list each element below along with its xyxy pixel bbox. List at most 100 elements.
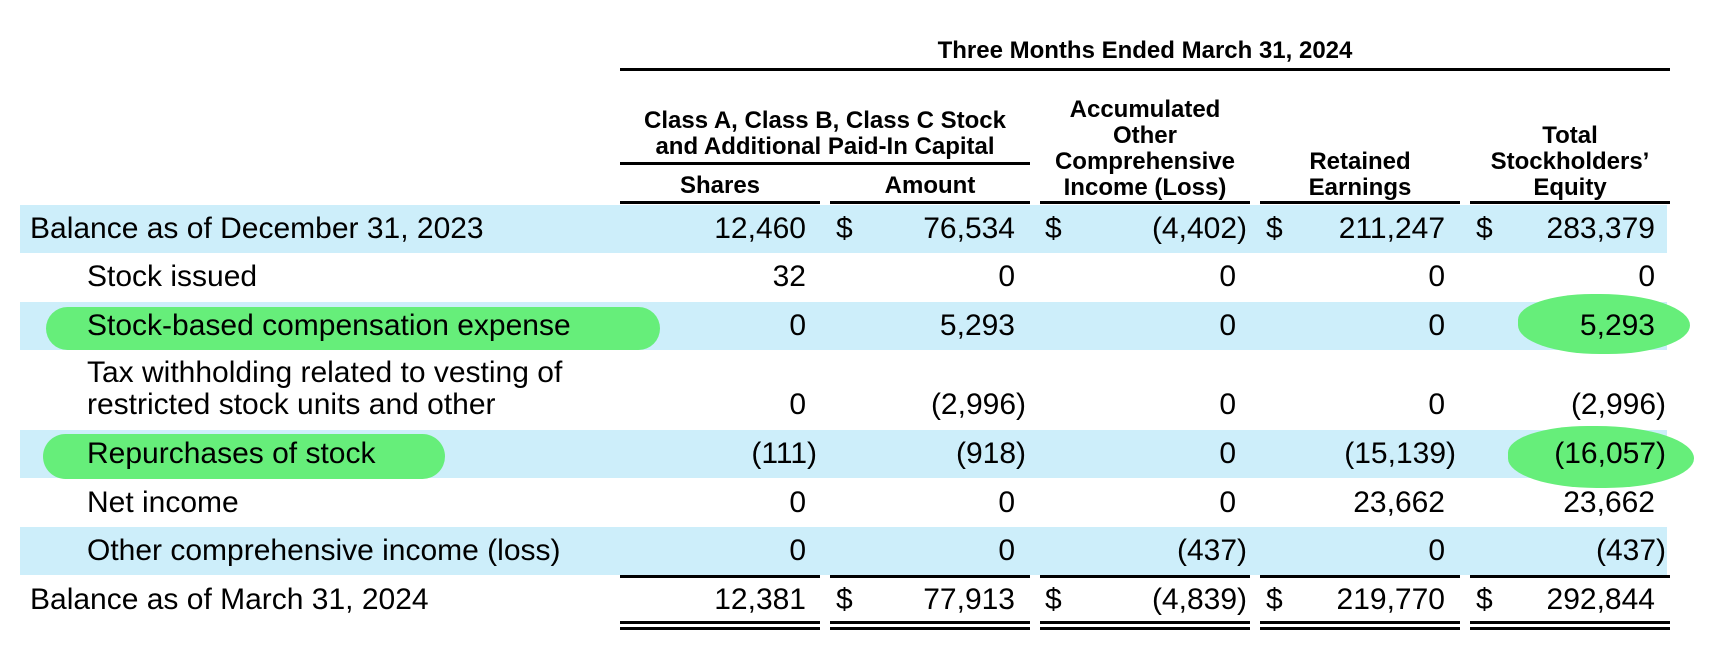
cell-aoci: (4,402): [1151, 212, 1247, 245]
cell-total: 0: [1638, 260, 1655, 293]
group-title-line2: and Additional Paid-In Capital: [655, 133, 995, 160]
row-label: Balance as of December 31, 2023: [30, 212, 484, 245]
cell-amount: 0: [998, 486, 1015, 519]
cell-total: 23,662: [1563, 486, 1655, 519]
cell-aoci: 0: [1219, 309, 1236, 342]
currency-symbol: $: [1476, 583, 1493, 616]
cell-aoci: (437): [1176, 534, 1247, 567]
col-rule-retained: [1260, 201, 1460, 204]
group-title: Class A, Class B, Class C Stock and Addi…: [620, 108, 1030, 160]
cell-shares: 0: [789, 486, 806, 519]
cell-aoci: (4,839): [1151, 583, 1247, 616]
row-label: Balance as of March 31, 2024: [30, 583, 429, 616]
currency-symbol: $: [836, 583, 853, 616]
cell-aoci: 0: [1219, 388, 1236, 421]
cell-aoci: 0: [1219, 260, 1236, 293]
cell-total: (437): [1595, 534, 1666, 567]
cell-shares: 0: [789, 388, 806, 421]
cell-amount: 5,293: [939, 309, 1015, 342]
cell-shares: (111): [751, 437, 817, 470]
cell-amount: 77,913: [923, 583, 1015, 616]
period-title: Three Months Ended March 31, 2024: [937, 37, 1353, 64]
row-label: Net income: [87, 486, 239, 519]
cell-amount: 76,534: [923, 212, 1015, 245]
currency-symbol: $: [1045, 212, 1062, 245]
col-header-retained-line2: Earnings: [1308, 174, 1412, 201]
subtotal-rule-retained: [1260, 575, 1460, 578]
col-rule-shares: [620, 201, 820, 204]
col-header-aoci: Accumulated Other Comprehensive Income (…: [1040, 97, 1250, 201]
row-label-line1: Tax withholding related to vesting of: [87, 356, 563, 389]
highlight-stock-based-comp-total: [1518, 294, 1690, 354]
row-shade-6: [20, 527, 1667, 575]
col-rule-aoci: [1040, 201, 1250, 204]
col-header-total: Total Stockholders’ Equity: [1470, 123, 1670, 201]
col-rule-amount: [830, 201, 1030, 204]
cell-retained: 23,662: [1353, 486, 1445, 519]
double-rule-top-retained: [1260, 621, 1460, 624]
cell-amount: (2,996): [930, 388, 1026, 421]
row-label: Stock-based compensation expense: [87, 309, 571, 342]
subtotal-rule-aoci: [1040, 575, 1250, 578]
cell-total: 292,844: [1546, 583, 1655, 616]
cell-retained: 211,247: [1338, 212, 1445, 245]
col-header-shares: Shares: [679, 172, 761, 199]
cell-total: (2,996): [1570, 388, 1666, 421]
cell-aoci: 0: [1219, 437, 1236, 470]
subtotal-rule-shares: [620, 575, 820, 578]
col-header-aoci-line4: Income (Loss): [1063, 174, 1227, 201]
cell-total: (16,057): [1554, 437, 1666, 470]
cell-retained: 0: [1428, 388, 1445, 421]
group-title-rule: [620, 162, 1030, 165]
currency-symbol: $: [1266, 212, 1283, 245]
double-rule-bottom-total: [1470, 627, 1670, 630]
cell-retained: 0: [1428, 309, 1445, 342]
col-header-total-line3: Equity: [1533, 174, 1607, 201]
col-header-total-line2: Stockholders’: [1490, 148, 1650, 175]
currency-symbol: $: [836, 212, 853, 245]
currency-symbol: $: [1045, 583, 1062, 616]
cell-shares: 12,381: [714, 583, 806, 616]
cell-amount: 0: [998, 260, 1015, 293]
row-shade-0: [20, 205, 1667, 253]
col-header-aoci-line3: Comprehensive: [1054, 148, 1236, 175]
col-header-retained: Retained Earnings: [1260, 149, 1460, 201]
cell-retained: 219,770: [1336, 583, 1445, 616]
col-header-aoci-line1: Accumulated: [1069, 96, 1221, 123]
cell-total: 5,293: [1579, 309, 1655, 342]
double-rule-top-shares: [620, 621, 820, 624]
cell-retained: 0: [1428, 260, 1445, 293]
double-rule-top-aoci: [1040, 621, 1250, 624]
currency-symbol: $: [1476, 212, 1493, 245]
highlight-repurchases-total: [1508, 426, 1694, 488]
cell-retained: 0: [1428, 534, 1445, 567]
row-label: Repurchases of stock: [87, 437, 376, 470]
cell-shares: 0: [789, 534, 806, 567]
col-header-aoci-line2: Other: [1112, 122, 1177, 149]
cell-total: 283,379: [1546, 212, 1655, 245]
group-title-line1: Class A, Class B, Class C Stock: [644, 107, 1006, 134]
double-rule-bottom-aoci: [1040, 627, 1250, 630]
highlight-stock-based-comp-label: [46, 307, 660, 350]
highlight-repurchases-label: [43, 434, 445, 479]
subtotal-rule-total: [1470, 575, 1670, 578]
double-rule-top-total: [1470, 621, 1670, 624]
cell-amount: (918): [955, 437, 1026, 470]
col-rule-total: [1470, 201, 1670, 204]
double-rule-bottom-retained: [1260, 627, 1460, 630]
cell-shares: 0: [789, 309, 806, 342]
cell-aoci: 0: [1219, 486, 1236, 519]
row-label: Other comprehensive income (loss): [87, 534, 561, 567]
cell-shares: 12,460: [714, 212, 806, 245]
row-label-line2: restricted stock units and other: [87, 388, 496, 421]
col-header-amount: Amount: [884, 172, 976, 199]
double-rule-bottom-amount: [830, 627, 1030, 630]
double-rule-bottom-shares: [620, 627, 820, 630]
period-title-rule: [620, 68, 1670, 71]
double-rule-top-amount: [830, 621, 1030, 624]
subtotal-rule-amount: [830, 575, 1030, 578]
currency-symbol: $: [1266, 583, 1283, 616]
cell-shares: 32: [772, 260, 806, 293]
row-label: Stock issued: [87, 260, 258, 293]
col-header-retained-line1: Retained: [1309, 148, 1411, 175]
